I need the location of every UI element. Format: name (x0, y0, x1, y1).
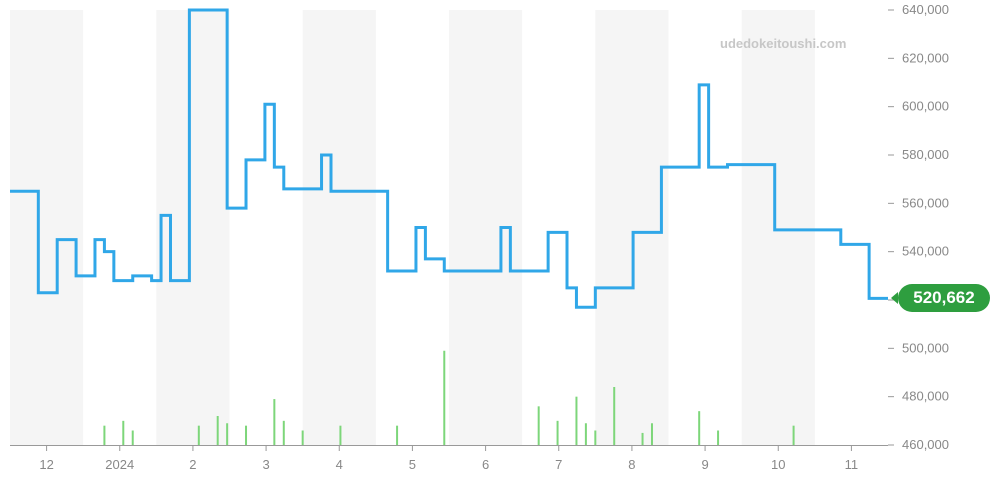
svg-text:9: 9 (701, 457, 708, 472)
svg-text:11: 11 (845, 457, 859, 472)
svg-text:640,000: 640,000 (902, 2, 949, 17)
price-chart: 12 2024 2 3 4 5 6 7 8 9 10 11 460,000 480,000 500,000 5… (0, 0, 1000, 500)
svg-text:2024: 2024 (105, 457, 134, 472)
svg-text:3: 3 (262, 457, 269, 472)
last-value-text: 520,662 (913, 288, 974, 308)
svg-text:6: 6 (482, 457, 489, 472)
svg-text:8: 8 (628, 457, 635, 472)
svg-text:500,000: 500,000 (902, 340, 949, 355)
svg-text:560,000: 560,000 (902, 195, 949, 210)
svg-text:620,000: 620,000 (902, 50, 949, 65)
svg-text:5: 5 (409, 457, 416, 472)
chart-svg: 12 2024 2 3 4 5 6 7 8 9 10 11 460,000 480,000 500,000 5… (0, 0, 1000, 500)
svg-text:580,000: 580,000 (902, 147, 949, 162)
svg-text:12: 12 (39, 457, 53, 472)
last-value-badge: 520,662 (898, 284, 990, 312)
svg-text:7: 7 (555, 457, 562, 472)
svg-text:460,000: 460,000 (902, 437, 949, 452)
svg-text:540,000: 540,000 (902, 244, 949, 259)
svg-text:480,000: 480,000 (902, 389, 949, 404)
svg-text:2: 2 (189, 457, 196, 472)
svg-text:4: 4 (336, 457, 343, 472)
svg-text:600,000: 600,000 (902, 99, 949, 114)
svg-text:10: 10 (771, 457, 785, 472)
